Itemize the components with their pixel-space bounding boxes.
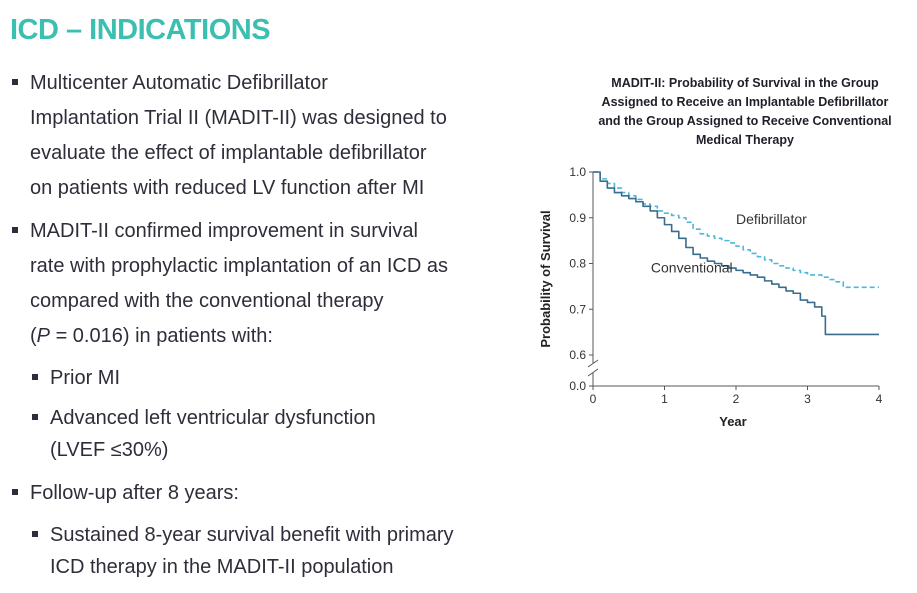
axis-break-mark bbox=[587, 359, 599, 368]
bullet-marker bbox=[12, 79, 18, 85]
x-tick-label: 0 bbox=[590, 392, 597, 406]
bullet-line: Follow-up after 8 years: bbox=[30, 482, 239, 504]
series-annotation-label: Defibrillator bbox=[736, 211, 807, 227]
bullet-list: Multicenter Automatic Defibrillator Impl… bbox=[8, 66, 528, 583]
bullet-line: compared with the conventional therapy bbox=[30, 290, 384, 312]
chart-title-line: and the Group Assigned to Receive Conven… bbox=[598, 114, 892, 128]
bullet-line: Multicenter Automatic Defibrillator bbox=[30, 72, 328, 94]
survival-chart: 0.6 0.7 0.8 0.9 1.0 0.0 0 1 2 3 4 Year Probability o… bbox=[538, 165, 883, 429]
bullet-line: Implantation Trial II (MADIT-II) was des… bbox=[30, 107, 447, 129]
chart-title-line: MADIT-II: Probability of Survival in the… bbox=[611, 76, 879, 90]
bullet-marker bbox=[12, 227, 18, 233]
x-axis-title: Year bbox=[719, 414, 746, 429]
bullet-line: rate with prophylactic implantation of a… bbox=[30, 255, 448, 277]
y-tick-label: 0.9 bbox=[569, 211, 586, 225]
y-axis-title: Probability of Survival bbox=[538, 210, 553, 347]
sub-bullet-marker bbox=[32, 374, 38, 380]
bullet-marker bbox=[12, 489, 18, 495]
paren-open: ( bbox=[30, 325, 37, 347]
y-tick-label: 1.0 bbox=[569, 165, 586, 179]
y-tick-label: 0.0 bbox=[569, 379, 586, 393]
sub-bullet-line: Advanced left ventricular dysfunction bbox=[50, 407, 376, 429]
y-tick-label: 0.7 bbox=[569, 302, 586, 316]
p-value-symbol: P bbox=[36, 325, 51, 347]
bullet-line: on patients with reduced LV function aft… bbox=[30, 177, 425, 199]
chart-title-line: Medical Therapy bbox=[696, 133, 794, 147]
page-title: ICD – INDICATIONS bbox=[10, 14, 271, 46]
sub-bullet-item: Prior MI bbox=[8, 362, 528, 394]
bullet-line: MADIT-II confirmed improvement in surviv… bbox=[30, 220, 418, 242]
p-value-text: = 0.016) in patients with: bbox=[50, 325, 273, 347]
sub-bullet-marker bbox=[32, 531, 38, 537]
sub-bullet-line: Sustained 8-year survival benefit with p… bbox=[50, 524, 454, 546]
sub-bullet-item: Sustained 8-year survival benefit with p… bbox=[8, 519, 528, 583]
chart-title: MADIT-II: Probability of Survival in the… bbox=[574, 74, 916, 150]
y-tick-label: 0.8 bbox=[569, 257, 586, 271]
series-annotation-label: Conventional bbox=[651, 260, 733, 276]
series-line-defibrillator bbox=[593, 171, 879, 289]
axis-break-mark bbox=[587, 368, 599, 377]
x-tick-label: 2 bbox=[733, 392, 740, 406]
bullet-line: evaluate the effect of implantable defib… bbox=[30, 142, 427, 164]
sub-bullet-line: (LVEF ≤30%) bbox=[50, 439, 169, 461]
sub-bullet-line: Prior MI bbox=[50, 367, 120, 389]
y-tick-label: 0.6 bbox=[569, 348, 586, 362]
bullet-item: Multicenter Automatic Defibrillator Impl… bbox=[8, 66, 528, 206]
bullet-item: MADIT-II confirmed improvement in surviv… bbox=[8, 214, 528, 354]
x-tick-label: 3 bbox=[804, 392, 811, 406]
x-tick-label: 1 bbox=[661, 392, 668, 406]
x-tick-label: 4 bbox=[876, 392, 883, 406]
bullet-line: (P = 0.016) in patients with: bbox=[30, 319, 528, 354]
chart-title-line: Assigned to Receive an Implantable Defib… bbox=[601, 95, 889, 109]
bullet-item: Follow-up after 8 years: bbox=[8, 476, 528, 511]
series-line-conventional bbox=[593, 171, 879, 336]
sub-bullet-marker bbox=[32, 414, 38, 420]
sub-bullet-line: ICD therapy in the MADIT-II population bbox=[50, 556, 394, 578]
sub-bullet-item: Advanced left ventricular dysfunction (L… bbox=[8, 402, 528, 466]
